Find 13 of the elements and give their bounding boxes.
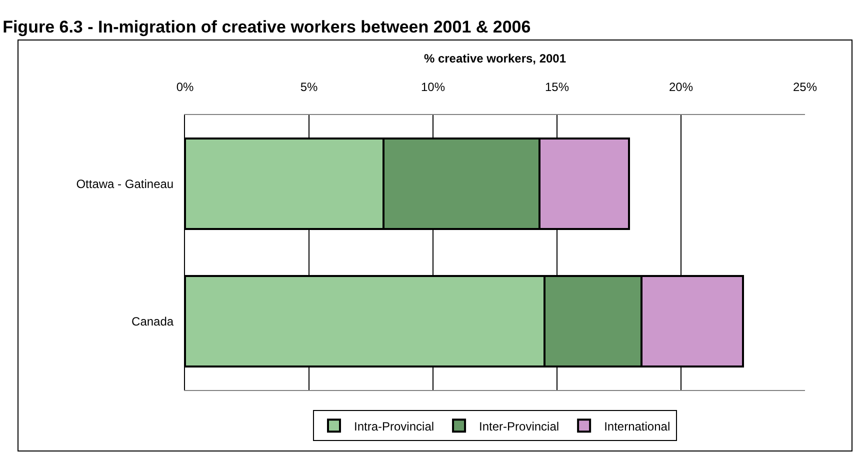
chart-title: Figure 6.3 - In-migration of creative workers between 2001 & 2006	[2, 17, 531, 36]
y-tick-label: Ottawa - Gatineau	[76, 176, 174, 191]
x-tick-label: 20%	[668, 80, 694, 94]
x-tick-label: 25%	[792, 80, 818, 94]
x-tick-label: 5%	[300, 80, 318, 94]
legend-label: Inter-Provincial	[479, 419, 560, 434]
x-tick-label: 0%	[176, 80, 194, 94]
x-tick-label: 10%	[420, 80, 446, 94]
legend-label: Intra-Provincial	[354, 419, 434, 434]
x-axis-title: % creative workers, 2001	[424, 52, 566, 66]
x-tick-label: 15%	[544, 80, 570, 94]
y-tick-label: Canada	[132, 314, 174, 328]
legend-label: International	[604, 419, 670, 434]
